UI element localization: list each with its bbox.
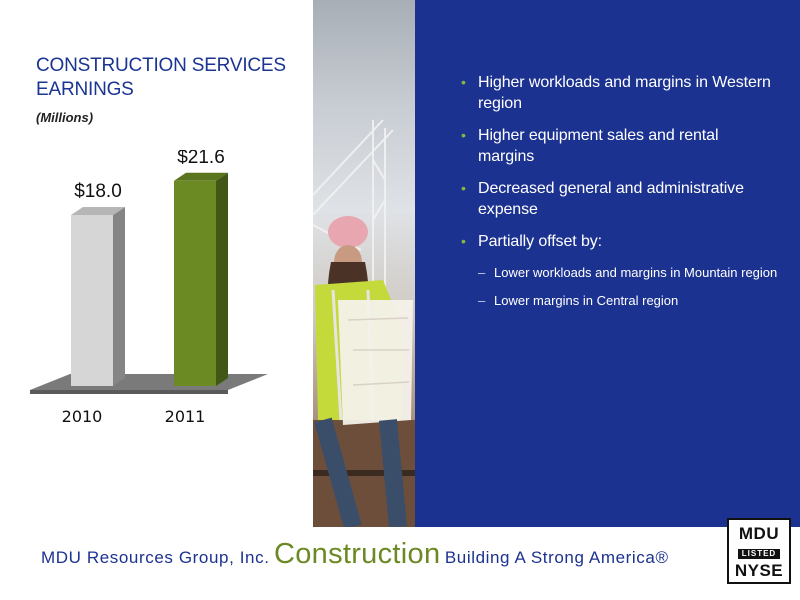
chart-floor: [30, 374, 268, 390]
footer: MDU Resources Group, Inc. Construction B…: [41, 538, 669, 571]
bar: [71, 215, 113, 386]
bullet-text: Higher equipment sales and rental margin…: [478, 127, 719, 165]
chart-title: CONSTRUCTION SERVICES EARNINGS: [36, 54, 306, 102]
bar-top: [174, 172, 228, 181]
bar-side: [113, 207, 125, 386]
bullet-dot-icon: •: [461, 74, 466, 90]
bullet-list: • Higher workloads and margins in Wester…: [448, 72, 778, 319]
data-label: $21.6: [177, 150, 225, 168]
bullet-dot-icon: •: [461, 127, 466, 143]
earnings-bar-chart: $18.0 2010 $21.6 2011: [30, 150, 268, 426]
bullet-dot-icon: •: [461, 180, 466, 196]
logo-bottom: NYSE: [734, 561, 784, 580]
bullet-item: • Higher equipment sales and rental marg…: [448, 125, 778, 167]
data-label: $18.0: [74, 181, 122, 202]
segment-name: Construction: [273, 538, 441, 570]
sub-bullet-item: – Lower margins in Central region: [448, 291, 778, 310]
tagline: Building A Strong America: [444, 548, 656, 567]
chart-floor-edge: [30, 390, 228, 394]
company-name: MDU Resources Group, Inc.: [41, 548, 270, 567]
sub-bullet-item: – Lower workloads and margins in Mountai…: [448, 263, 778, 282]
x-tick-label: 2011: [165, 407, 206, 426]
sub-bullet-text: Lower margins in Central region: [494, 293, 679, 308]
bullet-dot-icon: •: [461, 233, 466, 249]
bullet-item: • Partially offset by:: [448, 231, 778, 252]
nyse-logo: MDU LISTED NYSE: [727, 518, 791, 584]
info-panel: [415, 0, 800, 527]
bullet-item: • Decreased general and administrative e…: [448, 178, 778, 220]
chart-title-line-1: CONSTRUCTION SERVICES: [36, 55, 286, 76]
bullet-text: Decreased general and administrative exp…: [478, 180, 744, 218]
sub-bullet-text: Lower workloads and margins in Mountain …: [494, 265, 778, 280]
dash-icon: –: [478, 293, 486, 308]
logo-middle: LISTED: [737, 549, 781, 559]
bar-top: [71, 207, 125, 215]
logo-top: MDU: [738, 524, 780, 543]
bullet-text: Higher workloads and margins in Western …: [478, 74, 771, 112]
bar: [174, 180, 216, 386]
worker-photo: [313, 0, 415, 527]
worker-photo-illustration: [313, 119, 415, 527]
chart-title-line-2: EARNINGS: [36, 79, 134, 100]
registered-mark: ®: [655, 548, 669, 567]
bar-side: [216, 172, 228, 386]
dash-icon: –: [478, 265, 486, 280]
x-tick-label: 2010: [62, 407, 103, 426]
bullet-item: • Higher workloads and margins in Wester…: [448, 72, 778, 114]
bullet-text: Partially offset by:: [478, 233, 602, 250]
chart-subtitle: (Millions): [36, 110, 94, 125]
